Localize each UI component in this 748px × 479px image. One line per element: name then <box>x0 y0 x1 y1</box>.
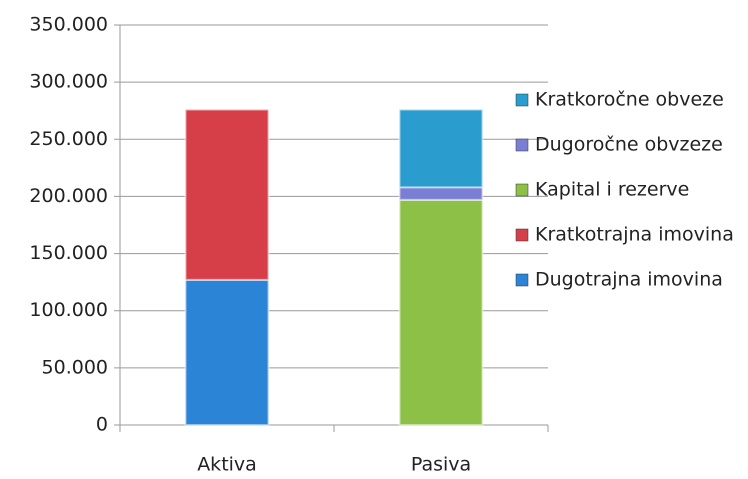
legend-swatch <box>515 93 529 107</box>
legend-label: Kratkoročne obveze <box>535 89 724 111</box>
bar-segment <box>184 278 270 426</box>
bar-segment <box>398 198 484 426</box>
y-tick-label: 150.000 <box>29 242 108 264</box>
y-tick-label: 50.000 <box>42 356 108 378</box>
x-tick-label: Aktiva <box>197 454 257 476</box>
legend-swatch <box>515 183 529 197</box>
y-tick-label: 300.000 <box>29 71 108 93</box>
x-tick-label: Pasiva <box>411 454 471 476</box>
y-tick-label: 0 <box>96 414 108 436</box>
bar-segment <box>398 186 484 201</box>
y-tick-label: 250.000 <box>29 128 108 150</box>
legend-label: Kapital i rezerve <box>535 179 689 201</box>
y-tick-label: 200.000 <box>29 185 108 207</box>
legend-swatch <box>515 228 529 242</box>
y-tick-label: 100.000 <box>29 299 108 321</box>
y-tick-label: 350.000 <box>29 14 108 36</box>
legend-label: Kratkotrajna imovina <box>535 224 734 246</box>
bar-segment <box>398 108 484 189</box>
legend-swatch <box>515 138 529 152</box>
legend-label: Dugotrajna imovina <box>535 269 723 291</box>
legend-label: Dugoročne obvzeze <box>535 134 723 156</box>
legend-swatch <box>515 273 529 287</box>
bar-segment <box>184 108 270 281</box>
